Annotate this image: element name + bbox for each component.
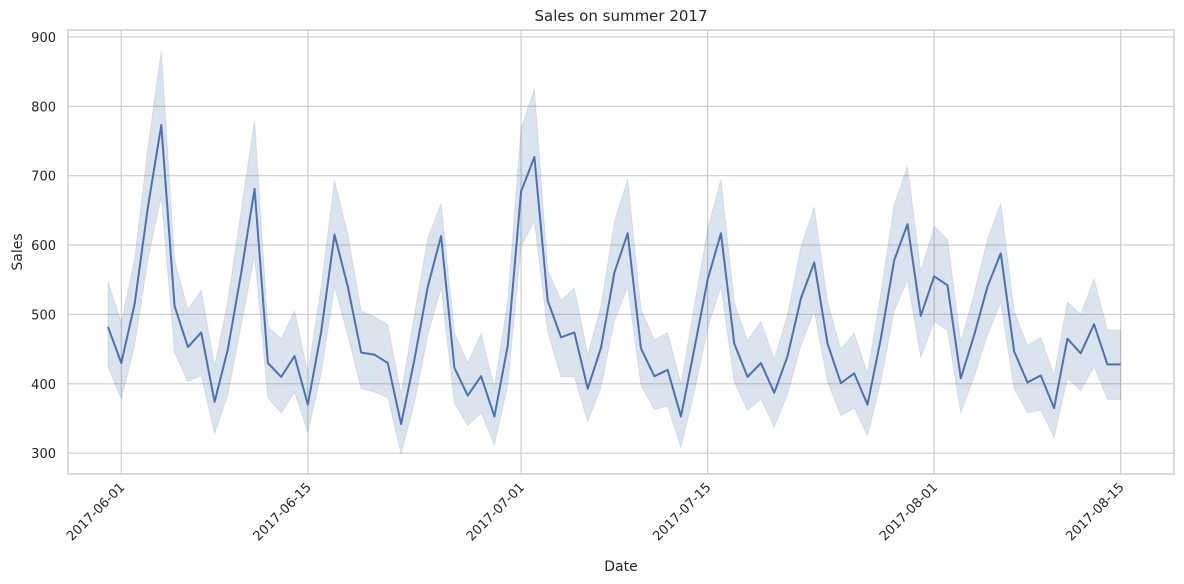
y-tick-label: 700 <box>31 170 56 185</box>
plot-frame <box>67 29 1175 475</box>
y-tick-label: 800 <box>31 100 56 115</box>
y-tick-label: 900 <box>31 31 56 46</box>
y-tick-label: 600 <box>31 239 56 254</box>
y-tick-label: 300 <box>31 447 56 462</box>
x-axis-label: Date <box>604 559 637 575</box>
x-grid-lines <box>120 30 1122 474</box>
series-line-layer <box>107 124 1121 426</box>
y-tick-labels: 300 400 500 600 700 800 900 <box>31 31 56 462</box>
x-tick-label: 2017-06-01 <box>64 480 128 544</box>
y-tick-label: 500 <box>31 308 56 323</box>
x-tick-labels: 2017-06-01 2017-06-15 2017-07-01 2017-07-15… <box>64 480 1127 544</box>
x-tick-label: 2017-07-01 <box>464 480 528 544</box>
x-tick-label: 2017-08-15 <box>1063 480 1127 544</box>
y-axis-label: Sales <box>10 233 26 270</box>
y-grid-lines <box>68 36 1174 454</box>
x-tick-label: 2017-06-15 <box>251 480 315 544</box>
y-tick-label: 400 <box>31 378 56 393</box>
series-line <box>107 124 1121 426</box>
x-tick-label: 2017-07-15 <box>650 480 714 544</box>
x-tick-label: 2017-08-01 <box>877 480 941 544</box>
chart-title: Sales on summer 2017 <box>534 7 707 25</box>
